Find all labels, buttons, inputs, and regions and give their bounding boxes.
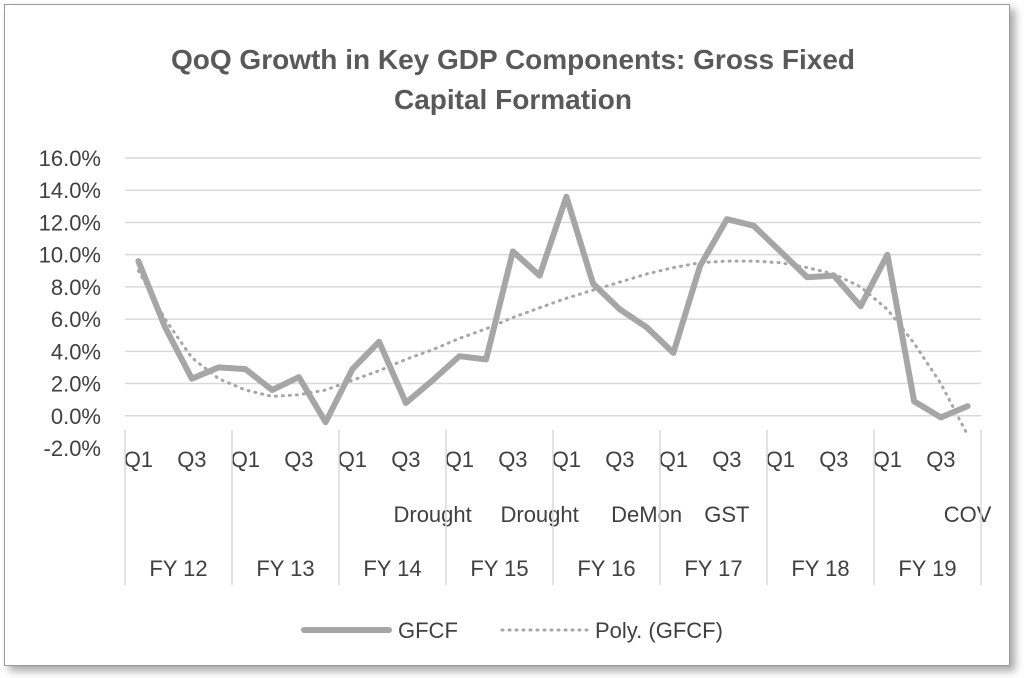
- data-point: [164, 326, 166, 328]
- fiscal-year-label: FY 19: [898, 556, 956, 581]
- data-point: [539, 275, 541, 277]
- fiscal-year-label: FY 13: [256, 556, 314, 581]
- data-point: [779, 250, 781, 252]
- y-tick-label: -2.0%: [44, 436, 101, 461]
- y-tick-label: 10.0%: [39, 243, 101, 268]
- quarter-tick-label: Q3: [712, 447, 741, 472]
- y-tick-label: 8.0%: [51, 275, 101, 300]
- event-label: GST: [704, 502, 749, 527]
- chart-frame: QoQ Growth in Key GDP Components: Gross …: [4, 4, 1010, 666]
- data-point: [485, 358, 487, 360]
- data-point: [699, 265, 701, 267]
- quarter-tick-label: Q1: [552, 447, 581, 472]
- data-point: [726, 218, 728, 220]
- quarter-tick-label: Q3: [498, 447, 527, 472]
- quarter-tick-label: Q3: [284, 447, 313, 472]
- event-label: DeMon: [611, 502, 682, 527]
- legend: GFCF Poly. (GFCF): [301, 618, 723, 643]
- chart-svg: QoQ Growth in Key GDP Components: Gross …: [39, 44, 992, 643]
- data-point: [512, 250, 514, 252]
- y-tick-label: 16.0%: [39, 146, 101, 171]
- fiscal-year-label: FY 15: [470, 556, 528, 581]
- data-point: [565, 196, 567, 198]
- data-point: [218, 366, 220, 368]
- event-label: COV: [944, 502, 992, 527]
- event-label: Drought: [393, 502, 471, 527]
- legend-label: GFCF: [398, 618, 458, 643]
- data-point: [325, 421, 327, 423]
- data-point: [458, 355, 460, 357]
- quarter-tick-label: Q3: [926, 447, 955, 472]
- data-point: [940, 416, 942, 418]
- quarter-tick-label: Q3: [391, 447, 420, 472]
- y-tick-label: 2.0%: [51, 372, 101, 397]
- quarter-tick-label: Q3: [177, 447, 206, 472]
- data-point: [886, 254, 888, 256]
- y-tick-label: 14.0%: [39, 178, 101, 203]
- quarter-tick-label: Q1: [766, 447, 795, 472]
- quarter-tick-label: Q3: [605, 447, 634, 472]
- y-tick-label: 6.0%: [51, 307, 101, 332]
- data-point: [753, 225, 755, 227]
- data-point: [191, 378, 193, 380]
- data-point: [432, 379, 434, 381]
- trendline-poly-gfcf: [136, 259, 970, 437]
- data-point: [592, 283, 594, 285]
- data-point: [271, 389, 273, 391]
- fiscal-year-label: FY 17: [684, 556, 742, 581]
- quarter-tick-label: Q3: [819, 447, 848, 472]
- data-point: [619, 308, 621, 310]
- series-layer: [135, 193, 971, 437]
- y-tick-label: 0.0%: [51, 404, 101, 429]
- fiscal-year-label: FY 12: [149, 556, 207, 581]
- quarter-tick-label: Q1: [338, 447, 367, 472]
- event-label: Drought: [500, 502, 578, 527]
- data-point: [646, 326, 648, 328]
- fiscal-year-label: FY 14: [363, 556, 421, 581]
- fiscal-year-label: FY 16: [577, 556, 635, 581]
- series-line-gfcf: [135, 193, 971, 426]
- data-point: [351, 368, 353, 370]
- y-axis-tick-labels: 16.0% 14.0% 12.0% 10.0% 8.0% 6.0% 4.0% 2.0% 0.0%…: [39, 146, 101, 461]
- chart-title-line1: QoQ Growth in Key GDP Components: Gross …: [171, 44, 855, 75]
- data-point: [672, 352, 674, 354]
- data-point: [967, 405, 969, 407]
- data-point: [137, 260, 139, 262]
- quarter-tick-label: Q1: [124, 447, 153, 472]
- data-point: [833, 275, 835, 277]
- quarter-tick-label: Q1: [445, 447, 474, 472]
- data-point: [405, 402, 407, 404]
- y-tick-label: 4.0%: [51, 339, 101, 364]
- data-point: [806, 276, 808, 278]
- x-axis: Q1 Q3 Q1 Q3 Q1 Q3 Q1 Q3 Q1 Q3 Q1 Q3 Q1 Q3 Q1 Q3 Drought D…: [124, 415, 992, 585]
- y-tick-label: 12.0%: [39, 210, 101, 235]
- quarter-tick-label: Q1: [659, 447, 688, 472]
- quarter-tick-label: Q1: [231, 447, 260, 472]
- data-point: [378, 341, 380, 343]
- quarter-tick-label: Q1: [873, 447, 902, 472]
- chart-title-line2: Capital Formation: [394, 84, 632, 115]
- data-point: [913, 400, 915, 402]
- data-point: [860, 305, 862, 307]
- data-point: [298, 376, 300, 378]
- legend-label: Poly. (GFCF): [595, 618, 723, 643]
- data-point: [244, 368, 246, 370]
- fiscal-year-label: FY 18: [791, 556, 849, 581]
